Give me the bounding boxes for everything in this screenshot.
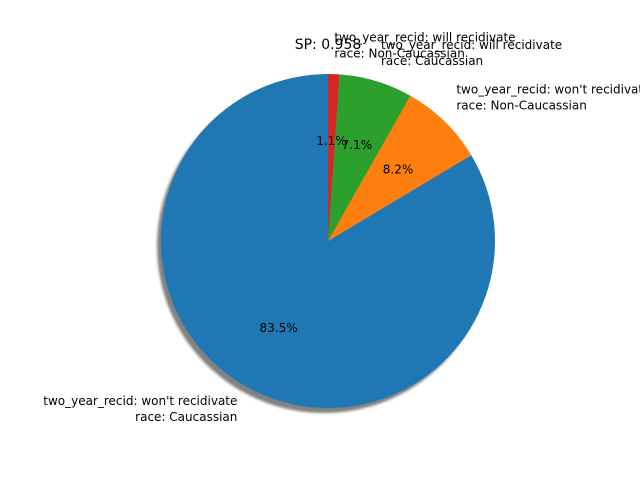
slice-3-category-label: two_year_recid: will recidivate race: Cau… [381,38,562,68]
slice-1-category-label-line-1: two_year_recid: won't recidivate [43,394,237,408]
slice-1-wedge [161,74,496,408]
slice-2-wedge [328,95,472,241]
slice-3-percent-label: 7.1% [342,138,373,152]
slice-2-category-label-line-1: two_year_recid: won't recidivate [456,83,640,97]
slice-1-category-label-line-2: race: Caucassian [135,410,237,424]
slice-4-wedge [328,74,340,241]
slice-1-percent-label: 83.5% [260,321,298,335]
slice-4-category-label: two_year_recid: will recidivate race: Non… [334,30,515,60]
slice-2-category-label-line-2: race: Non-Caucassian [456,99,586,113]
slice-4-percent-label: 1.1% [316,134,347,148]
slice-2-percent-label: 8.2% [383,162,414,176]
slice-2-category-label: two_year_recid: won't recidivate race: No… [456,83,640,113]
slice-labels: two_year_recid: won't recidivate race: Ca… [43,30,640,423]
slice-4-category-label-line-2: race: Non-Caucassian [334,46,464,60]
slice-3-category-label-line-2: race: Caucassian [381,54,483,68]
slice-3-wedge [328,74,411,242]
slice-1-category-label: two_year_recid: won't recidivate race: Ca… [43,394,237,424]
percent-labels: 83.5% 8.2% 7.1%1.1% [260,134,414,335]
slice-4-category-label-line-1: two_year_recid: will recidivate [334,30,515,44]
pie-slices [161,74,496,408]
slice-3-category-label-line-1: two_year_recid: will recidivate [381,38,562,52]
chart-title: SP: 0.958 [295,37,362,53]
